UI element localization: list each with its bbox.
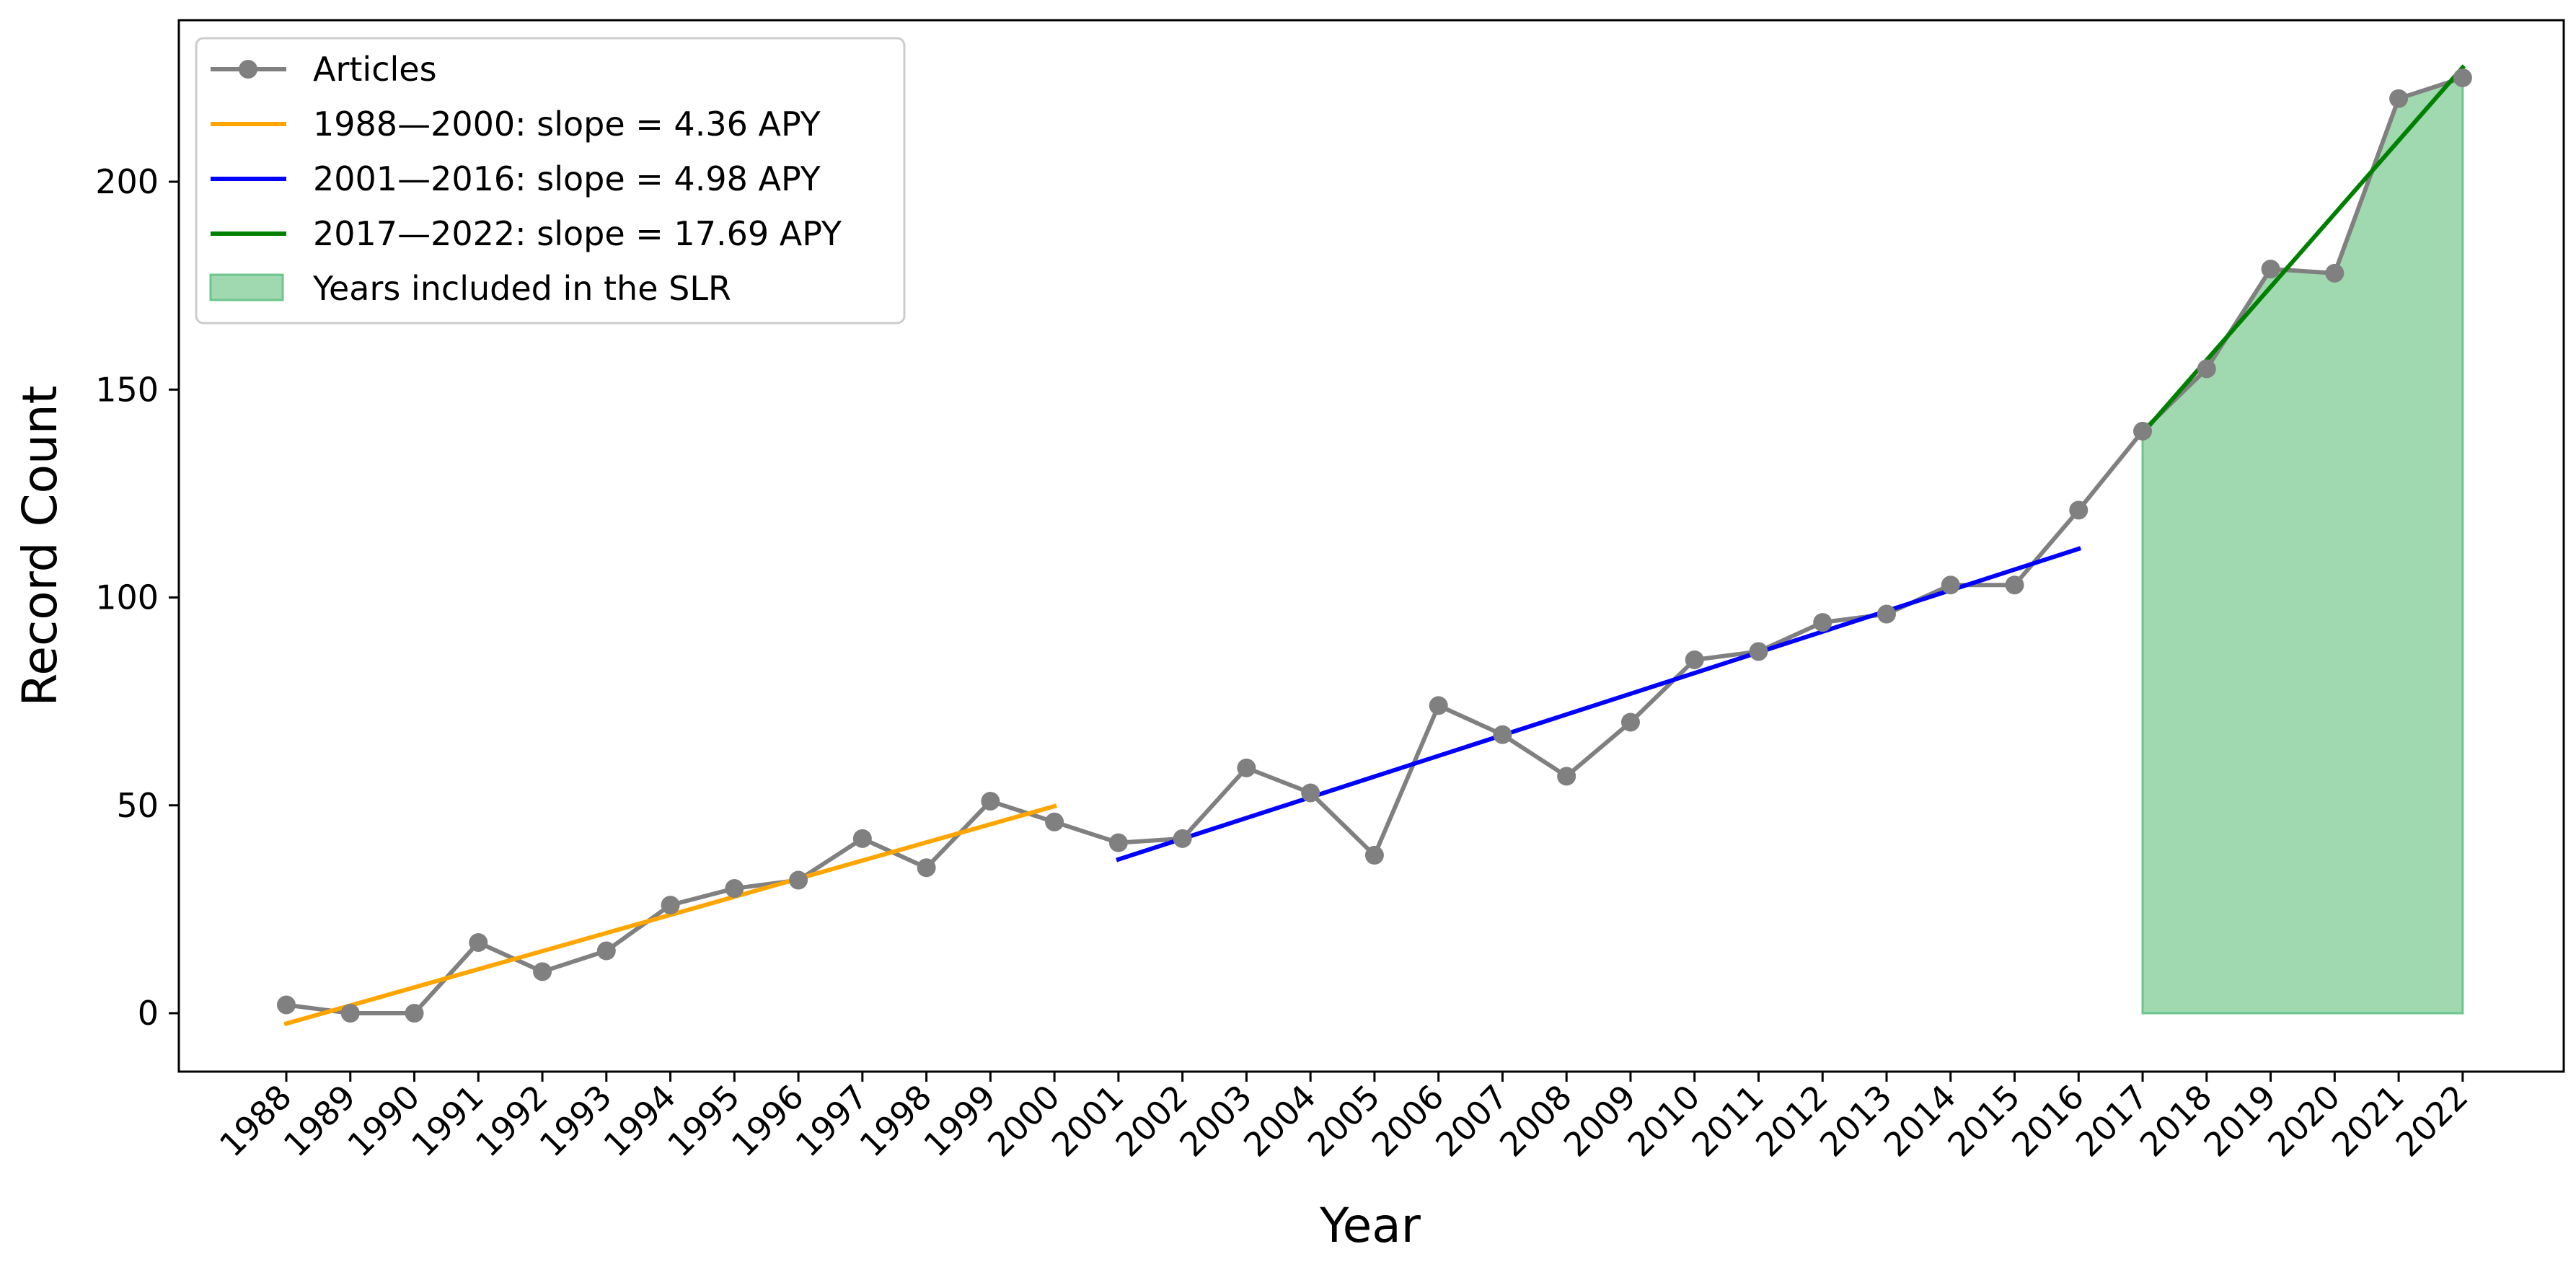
data-point-2022 — [2453, 68, 2472, 87]
data-point-2010 — [1685, 650, 1704, 669]
trend-line-2001-2016 — [1116, 546, 2082, 862]
data-point-1990 — [405, 1004, 424, 1023]
x-tick-label-2020: 2020 — [2260, 1077, 2347, 1165]
y-tick-label-50: 50 — [116, 786, 159, 825]
data-point-2014 — [1941, 575, 1960, 595]
x-tick-label-1995: 1995 — [660, 1077, 747, 1165]
trend-line-1988-2000 — [283, 803, 1057, 1027]
y-tick-label-0: 0 — [138, 994, 159, 1033]
data-point-2000 — [1045, 812, 1064, 831]
x-tick-label-2015: 2015 — [1940, 1077, 2027, 1165]
data-point-2019 — [2261, 260, 2280, 279]
data-point-2003 — [1237, 758, 1256, 777]
data-point-2021 — [2389, 89, 2409, 108]
data-point-1993 — [596, 941, 616, 961]
data-point-2011 — [1749, 642, 1768, 661]
y-axis: 0 50 100 150 200 — [95, 162, 179, 1033]
x-tick-label-1989: 1989 — [276, 1077, 363, 1165]
x-tick-label-2014: 2014 — [1876, 1077, 1964, 1165]
data-point-2009 — [1620, 712, 1640, 732]
x-tick-label-2018: 2018 — [2132, 1077, 2220, 1165]
x-tick-label-2001: 2001 — [1044, 1077, 1132, 1165]
legend-label-2001-2016: 2001—2016: slope = 4.98 APY — [313, 159, 821, 198]
data-point-2018 — [2197, 359, 2216, 379]
legend-label-1988-2000: 1988—2000: slope = 4.36 APY — [313, 105, 821, 144]
x-tick-label-2011: 2011 — [1684, 1077, 1771, 1165]
data-point-1989 — [340, 1004, 360, 1023]
data-point-1999 — [981, 791, 1000, 811]
data-point-2020 — [2325, 263, 2345, 283]
x-tick-label-2004: 2004 — [1236, 1077, 1323, 1165]
x-tick-label-1998: 1998 — [852, 1077, 939, 1165]
legend-label-2017-2022: 2017—2022: slope = 17.69 APY — [313, 214, 842, 253]
x-tick-label-2021: 2021 — [2324, 1077, 2412, 1165]
legend-articles-marker — [239, 60, 257, 79]
data-point-1995 — [725, 879, 744, 899]
y-tick-label-200: 200 — [95, 162, 159, 201]
data-point-1996 — [789, 870, 808, 890]
x-tick-label-1991: 1991 — [404, 1077, 491, 1165]
shaded-region-layer — [2141, 76, 2464, 1015]
legend-shaded-swatch — [209, 273, 284, 301]
data-point-2015 — [2005, 575, 2024, 595]
x-tick-label-2017: 2017 — [2068, 1077, 2156, 1165]
data-point-2002 — [1173, 829, 1192, 848]
data-point-2012 — [1813, 613, 1832, 632]
x-tick-label-2009: 2009 — [1556, 1077, 1644, 1165]
legend-box — [195, 37, 906, 325]
x-tick-label-2010: 2010 — [1620, 1077, 1708, 1165]
data-point-1988 — [277, 995, 296, 1015]
data-point-1998 — [917, 858, 936, 878]
series-layer — [277, 64, 2472, 1027]
x-tick-label-2008: 2008 — [1492, 1077, 1579, 1165]
x-tick-label-1993: 1993 — [532, 1077, 619, 1165]
data-point-2005 — [1364, 845, 1384, 865]
data-point-2006 — [1429, 696, 1448, 715]
x-axis-title: Year — [1319, 1198, 1421, 1253]
data-point-1994 — [661, 896, 680, 915]
legend-label-slr: Years included in the SLR — [312, 269, 731, 308]
data-point-2013 — [1877, 604, 1896, 624]
data-point-2016 — [2069, 500, 2088, 520]
trend-line-2017-2022 — [2139, 64, 2466, 437]
x-tick-label-1994: 1994 — [596, 1077, 683, 1165]
data-point-2007 — [1493, 725, 1512, 744]
x-tick-label-2005: 2005 — [1300, 1077, 1388, 1165]
x-tick-label-1990: 1990 — [340, 1077, 427, 1165]
x-tick-label-2012: 2012 — [1748, 1077, 1835, 1165]
x-tick-label-1999: 1999 — [916, 1077, 1003, 1165]
x-tick-label-2002: 2002 — [1108, 1077, 1195, 1165]
data-point-2004 — [1301, 783, 1320, 803]
x-axis: 1988198919901991199219931994199519961997… — [212, 1072, 2476, 1165]
y-tick-label-100: 100 — [95, 578, 159, 617]
data-point-1992 — [533, 962, 552, 981]
legend: Articles 1988—2000: slope = 4.36 APY 200… — [195, 37, 906, 325]
plot-frame — [177, 19, 2565, 1073]
x-tick-label-2007: 2007 — [1428, 1077, 1515, 1165]
x-tick-label-2003: 2003 — [1172, 1077, 1259, 1165]
x-tick-label-2022: 2022 — [2388, 1077, 2476, 1165]
x-tick-label-1996: 1996 — [724, 1077, 811, 1165]
data-point-1997 — [852, 829, 872, 848]
x-tick-label-2016: 2016 — [2004, 1077, 2091, 1165]
data-point-2001 — [1108, 833, 1128, 852]
x-tick-label-2000: 2000 — [980, 1077, 1067, 1165]
x-tick-label-1988: 1988 — [212, 1077, 299, 1165]
x-tick-label-2006: 2006 — [1364, 1077, 1451, 1165]
data-point-1991 — [469, 932, 488, 952]
x-tick-label-1997: 1997 — [788, 1077, 875, 1165]
x-tick-label-1992: 1992 — [468, 1077, 555, 1165]
slr-shaded-region — [2141, 76, 2464, 1015]
y-tick-label-150: 150 — [95, 370, 159, 409]
legend-label-articles: Articles — [313, 50, 437, 89]
data-point-2017 — [2133, 421, 2153, 441]
data-point-2008 — [1557, 767, 1576, 786]
y-axis-title: Record Count — [12, 385, 68, 706]
x-tick-label-2013: 2013 — [1812, 1077, 1900, 1165]
x-tick-label-2019: 2019 — [2196, 1077, 2283, 1165]
